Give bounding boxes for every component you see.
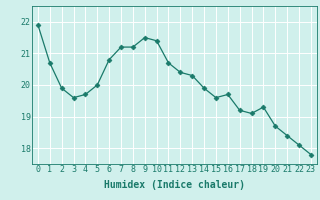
X-axis label: Humidex (Indice chaleur): Humidex (Indice chaleur) <box>104 180 245 190</box>
